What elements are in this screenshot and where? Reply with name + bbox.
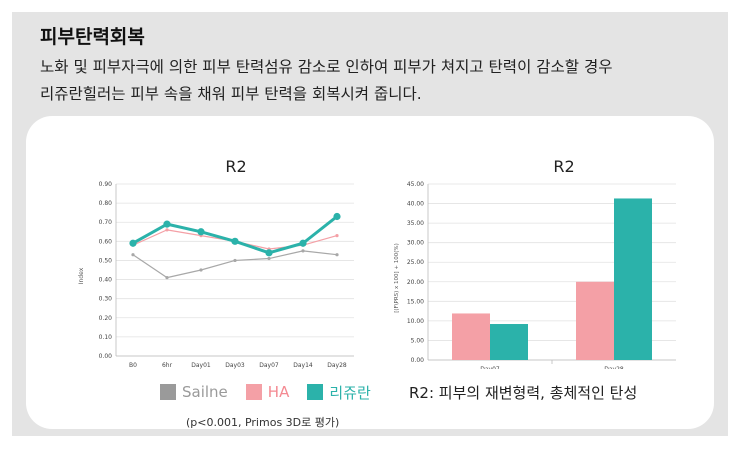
legend-label-ha: HA	[267, 383, 290, 401]
line-point-0	[335, 253, 339, 257]
section-title: 피부탄력회복	[40, 26, 145, 48]
bar-ytick-label: 40.00	[407, 201, 424, 208]
bar-ytick-label: 20.00	[407, 279, 424, 286]
r2-definition: R2: 피부의 재변형력, 총체적인 탄성	[409, 384, 638, 402]
bar-xtick-label: Day28	[604, 366, 624, 369]
bar-0-0	[452, 313, 490, 360]
bar-ytick-label: 25.00	[407, 259, 424, 266]
bar-ytick-label: 15.00	[407, 298, 424, 305]
bar-ytick-label: 5.00	[411, 337, 425, 344]
line-ytick-label: 0.40	[99, 277, 113, 284]
line-xtick-label: Day03	[225, 362, 245, 369]
elasticity-panel: 피부탄력회복 노화 및 피부자극에 의한 피부 탄력섬유 감소로 인하여 피부가…	[12, 12, 728, 436]
line-point-2	[265, 249, 273, 257]
bar-0-1	[576, 281, 614, 360]
line-point-1	[335, 234, 339, 238]
legend-item-ha: HA	[245, 383, 290, 401]
bar-ytick-label: 35.00	[407, 220, 424, 227]
bar-xtick-label: Day07	[480, 366, 500, 369]
line-chart-title: R2	[225, 157, 246, 176]
line-chart-ylabel: Index	[78, 267, 85, 284]
line-xtick-label: Day01	[191, 362, 211, 369]
description-line-2: 리쥬란힐러는 피부 속을 채워 피부 탄력을 회복시켜 줍니다.	[40, 85, 422, 103]
line-point-2	[333, 212, 341, 221]
bar-ytick-label: 45.00	[407, 181, 424, 188]
line-point-0	[131, 253, 135, 257]
line-ytick-label: 0.20	[99, 315, 113, 322]
line-xtick-label: Day28	[327, 362, 347, 369]
line-ytick-label: 0.90	[99, 181, 113, 188]
line-point-1	[165, 228, 169, 232]
line-ytick-label: 0.50	[99, 257, 113, 264]
section-description: 노화 및 피부자극에 의한 피부 탄력섬유 감소로 인하여 피부가 쳐지고 탄력…	[40, 54, 720, 108]
line-point-2	[129, 239, 137, 247]
line-point-0	[267, 256, 271, 261]
bar-ytick-label: 0.00	[411, 357, 425, 364]
bar-ytick-label: 10.00	[407, 318, 424, 325]
line-ytick-label: 0.00	[99, 353, 113, 360]
legend-swatch-saline	[160, 384, 176, 400]
footnote: (p<0.001, Primos 3D로 평가)	[186, 416, 340, 429]
r2-line-chart: R2 Index B0 6hr Day01 Day03 Day07 Day14 Day28 …	[78, 157, 354, 369]
bar-chart-title: R2	[553, 157, 574, 176]
bar-chart-ylabel: [(F\PRS) x 100] + 100(%)	[394, 243, 400, 313]
description-line-1: 노화 및 피부자극에 의한 피부 탄력섬유 감소로 인하여 피부가 쳐지고 탄력…	[40, 58, 613, 76]
line-ytick-label: 0.80	[99, 200, 113, 207]
chart-card: R2 Index B0 6hr Day01 Day03 Day07 Day14 Day28 …	[26, 116, 714, 429]
r2-bar-chart: R2 [(F\PRS) x 100] + 100(%) Day07 Day28 0…	[394, 157, 676, 369]
line-point-0	[199, 268, 203, 272]
legend-label-rejuran: 리쥬란	[329, 383, 371, 402]
bar-1-0	[490, 324, 528, 360]
line-xtick-label: 6hr	[162, 362, 173, 369]
line-point-2	[197, 228, 205, 236]
line-xtick-label: B0	[129, 362, 137, 369]
chart-legend: Sailne HA 리쥬란	[160, 382, 389, 402]
line-point-0	[165, 276, 169, 280]
line-point-2	[299, 239, 307, 247]
legend-item-rejuran: 리쥬란	[307, 382, 371, 403]
legend-item-saline: Sailne	[160, 383, 228, 401]
line-ytick-label: 0.70	[99, 219, 113, 226]
bar-ytick-label: 30.00	[407, 240, 424, 247]
line-point-2	[163, 220, 171, 228]
line-point-0	[301, 249, 305, 253]
line-ytick-label: 0.60	[99, 238, 113, 245]
line-point-2	[231, 237, 239, 245]
legend-swatch-ha	[245, 384, 262, 400]
line-ytick-label: 0.30	[99, 296, 113, 303]
line-point-0	[233, 258, 237, 263]
line-series-0	[132, 250, 338, 279]
line-ytick-label: 0.10	[99, 334, 113, 341]
legend-label-saline: Sailne	[182, 383, 228, 401]
line-xtick-label: Day14	[293, 362, 313, 369]
bar-1-1	[614, 198, 652, 360]
line-xtick-label: Day07	[259, 362, 279, 369]
legend-swatch-rejuran	[307, 384, 324, 400]
